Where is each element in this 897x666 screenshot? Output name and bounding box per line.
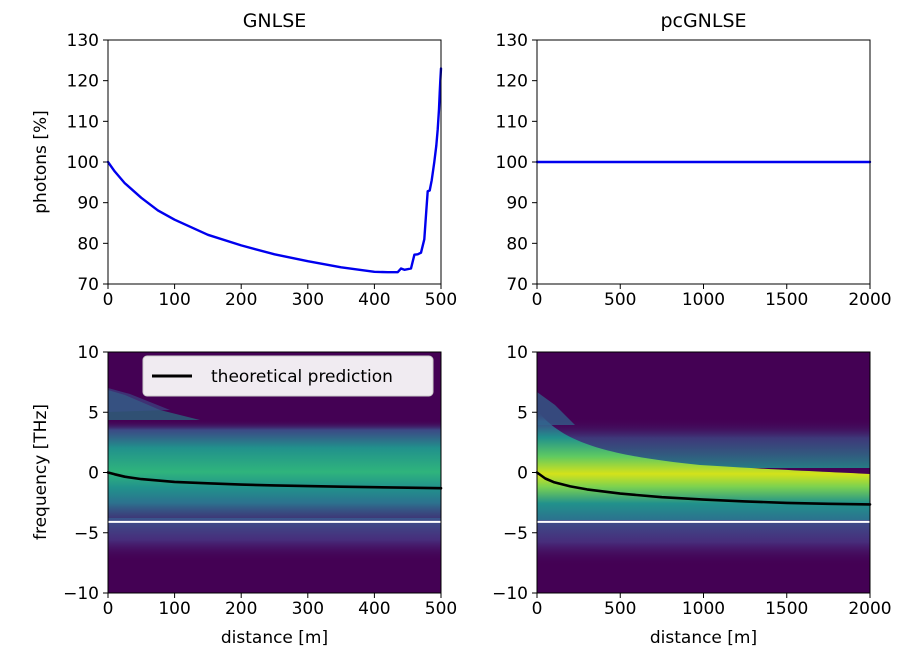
x-tick-label: 300: [292, 599, 324, 619]
x-tick-label: 1500: [765, 599, 808, 619]
heatmap-early-edge: [108, 388, 170, 412]
y-tick-label: 80: [506, 234, 528, 254]
y-tick-label: −5: [503, 524, 528, 544]
x-tick-label: 2000: [848, 599, 891, 619]
panel-c-series: [106, 471, 443, 523]
x-tick-label: 200: [225, 290, 257, 310]
panel-d-xlabel: distance [m]: [650, 628, 757, 648]
legend-label: theoretical prediction: [211, 367, 393, 387]
y-tick-label: 90: [506, 194, 528, 214]
panel-a-ticks: 0 100 200 300 400 500 70 80 90 100 110 120 130: [67, 31, 458, 310]
heatmap-lower-band: [108, 518, 441, 562]
heatmap-lower-band: [537, 518, 870, 566]
y-tick-label: 5: [88, 403, 99, 423]
x-tick-label: 400: [358, 599, 390, 619]
y-tick-label: 5: [517, 403, 528, 423]
heatmap-early-spread: [537, 392, 575, 425]
panel-c-ticks: 0 100 200 300 400 500 −10 −5 0 5 10: [63, 343, 457, 619]
x-tick-label: 100: [158, 599, 190, 619]
theoretical-prediction-line: [535, 471, 872, 506]
theoretical-prediction-line: [106, 471, 443, 490]
y-tick-label: 80: [77, 234, 99, 254]
x-tick-label: 500: [425, 290, 457, 310]
y-tick-label: 70: [77, 275, 99, 295]
panel-d-heatmap: [537, 352, 870, 593]
y-tick-label: 120: [67, 72, 99, 92]
panel-gnlse-photons: GNLSE photons [%] 0 100 200 300 400 500 70 80 90…: [31, 10, 457, 310]
panel-a-ylabel: photons [%]: [31, 110, 51, 214]
y-tick-label: 0: [88, 464, 99, 484]
y-tick-label: 110: [496, 112, 528, 132]
y-tick-label: −5: [74, 524, 99, 544]
panel-d-frame: [536, 351, 871, 594]
x-tick-label: 0: [103, 599, 114, 619]
y-tick-label: 100: [496, 153, 528, 173]
y-tick-label: 0: [517, 464, 528, 484]
y-tick-label: 130: [496, 31, 528, 51]
heatmap-early-spread: [108, 390, 200, 420]
panel-a-title: GNLSE: [243, 10, 307, 32]
x-tick-label: 300: [292, 290, 324, 310]
x-tick-label: 400: [358, 290, 390, 310]
panel-b-title: pcGNLSE: [660, 10, 746, 32]
y-tick-label: 70: [506, 275, 528, 295]
x-tick-label: 500: [604, 599, 636, 619]
panel-c-frame: [107, 351, 442, 594]
panel-d-series: [535, 471, 872, 523]
panel-b-ticks: 0 500 1000 1500 2000 70 80 90 100 110 120 130: [496, 31, 892, 310]
panel-a-series: [106, 67, 443, 274]
photons-line: [106, 67, 443, 274]
legend-box: [142, 355, 434, 397]
x-tick-label: 0: [103, 290, 114, 310]
x-tick-label: 100: [158, 290, 190, 310]
y-tick-label: 130: [67, 31, 99, 51]
x-tick-label: 2000: [848, 290, 891, 310]
x-tick-label: 0: [532, 599, 543, 619]
legend: theoretical prediction: [142, 355, 434, 397]
y-tick-label: 120: [496, 72, 528, 92]
y-tick-label: −10: [63, 584, 99, 604]
panel-c-ylabel: frequency [THz]: [31, 404, 51, 540]
y-tick-label: 10: [77, 343, 99, 363]
panel-b-frame: [536, 39, 871, 285]
y-tick-label: 10: [506, 343, 528, 363]
panel-d-ticks: 0 500 1000 1500 2000 −10 −5 0 5 10: [492, 343, 892, 619]
y-tick-label: 110: [67, 112, 99, 132]
x-tick-label: 500: [425, 599, 457, 619]
heatmap-main-band: [108, 420, 441, 520]
y-tick-label: −10: [492, 584, 528, 604]
x-tick-label: 1000: [682, 290, 725, 310]
panel-pcgnlse-spectrum: distance [m] 0 500 1000 1500 2000 −10 −5 0 5 10: [492, 343, 892, 648]
panel-pcgnlse-photons: pcGNLSE 0 500 1000 1500 2000 70 80 90 100 110 120 1…: [496, 10, 892, 310]
y-tick-label: 100: [67, 153, 99, 173]
panel-gnlse-spectrum: frequency [THz] distance [m] 0 100 200 300 4…: [31, 343, 457, 648]
x-tick-label: 200: [225, 599, 257, 619]
x-tick-label: 1500: [765, 290, 808, 310]
panel-a-frame: [107, 39, 442, 285]
y-tick-label: 90: [77, 194, 99, 214]
x-tick-label: 1000: [682, 599, 725, 619]
x-tick-label: 0: [532, 290, 543, 310]
x-tick-label: 500: [604, 290, 636, 310]
panel-c-xlabel: distance [m]: [221, 628, 328, 648]
